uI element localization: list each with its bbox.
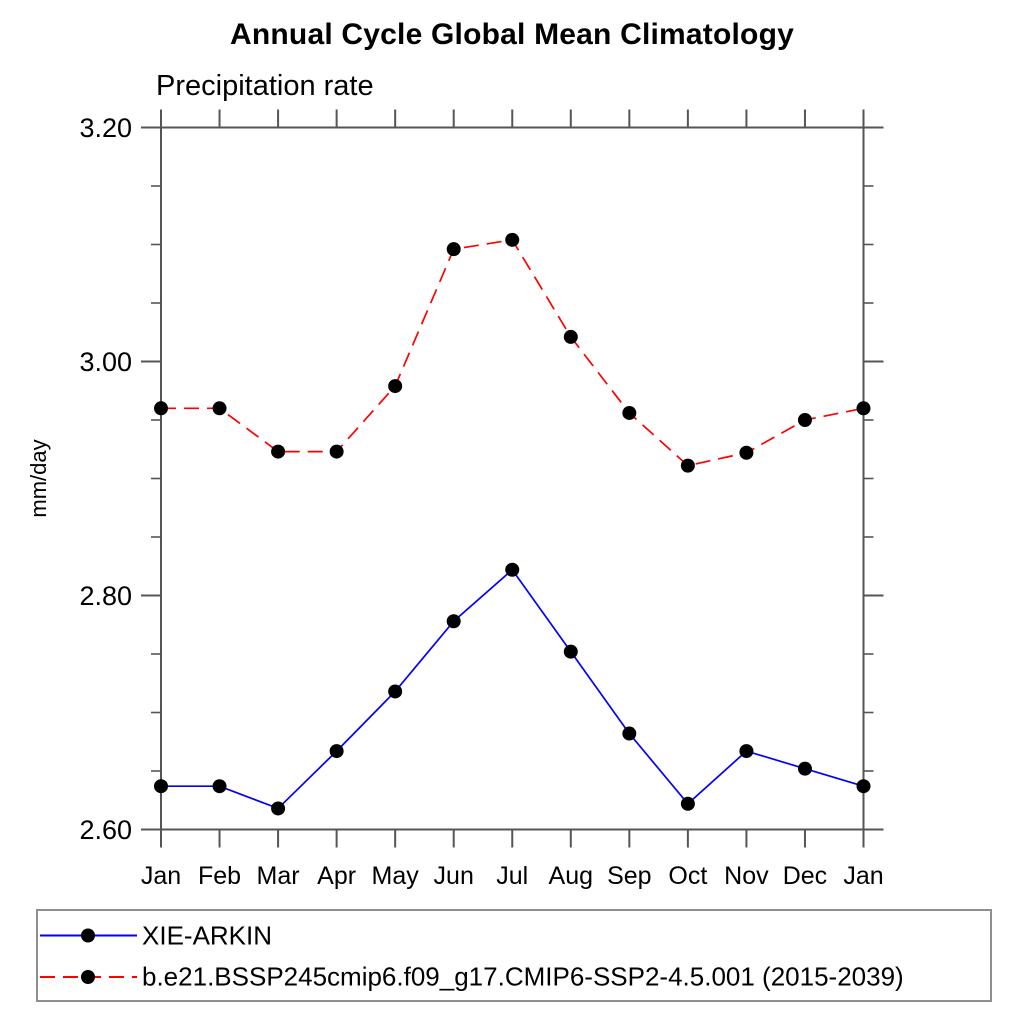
- data-point-marker: [329, 444, 344, 459]
- data-point-marker: [388, 684, 403, 699]
- x-tick-label: Jul: [496, 862, 528, 890]
- x-tick-label: Mar: [257, 862, 300, 890]
- data-point-marker: [271, 801, 286, 816]
- legend-sample-marker: [81, 970, 95, 984]
- x-tick-label: Oct: [668, 862, 707, 890]
- x-tick-label: Aug: [549, 862, 593, 890]
- data-point-marker: [622, 405, 637, 420]
- data-point-marker: [856, 779, 871, 794]
- data-point-marker: [563, 329, 578, 344]
- data-point-marker: [212, 779, 227, 794]
- x-tick-label: Jan: [843, 862, 883, 890]
- series-line-model-run: [161, 238, 864, 467]
- x-tick-label: Nov: [724, 862, 769, 890]
- data-point-marker: [446, 614, 461, 629]
- data-point-marker: [739, 445, 754, 460]
- data-point-marker: [856, 401, 871, 416]
- data-point-marker: [154, 401, 168, 416]
- plot-border: [160, 126, 865, 831]
- data-point-marker: [505, 562, 520, 577]
- x-tick-label: May: [372, 862, 420, 890]
- data-point-marker: [739, 744, 754, 759]
- legend-label-xie-arkin: XIE-ARKIN: [142, 920, 273, 951]
- data-point-marker: [680, 458, 695, 473]
- data-point-marker: [212, 401, 227, 416]
- y-tick-label: 2.80: [79, 581, 132, 611]
- chart-subtitle: Precipitation rate: [156, 70, 374, 102]
- legend-box: XIE-ARKIN b.e21.BSSP245cmip6.f09_g17.CMI…: [36, 909, 992, 1002]
- legend-sample-marker: [81, 928, 95, 943]
- x-tick-label: Feb: [198, 862, 241, 890]
- x-tick-label: Dec: [783, 862, 827, 890]
- data-point-marker: [797, 413, 812, 427]
- y-tick-label: 2.60: [79, 815, 132, 845]
- data-point-marker: [388, 379, 403, 394]
- y-axis-title: mm/day: [26, 439, 51, 517]
- x-tick-label: Sep: [607, 862, 651, 890]
- y-tick-label: 3.20: [79, 113, 132, 143]
- data-point-marker: [622, 726, 637, 741]
- data-point-marker: [154, 779, 168, 794]
- data-point-marker: [271, 444, 286, 459]
- data-point-marker: [563, 644, 578, 659]
- y-tick-label: 3.00: [79, 347, 132, 377]
- data-point-marker: [446, 242, 461, 257]
- data-point-marker: [797, 761, 812, 776]
- x-tick-label: Jan: [141, 862, 181, 890]
- x-tick-label: Apr: [317, 862, 356, 890]
- legend-label-model-run: b.e21.BSSP245cmip6.f09_g17.CMIP6-SSP2-4.…: [142, 961, 904, 992]
- chart-title: Annual Cycle Global Mean Climatology: [230, 18, 794, 51]
- data-point-marker: [505, 232, 520, 247]
- series-line-xie-arkin: [161, 568, 864, 810]
- x-tick-label: Jun: [434, 862, 474, 890]
- data-point-marker: [329, 744, 344, 759]
- data-point-marker: [680, 796, 695, 811]
